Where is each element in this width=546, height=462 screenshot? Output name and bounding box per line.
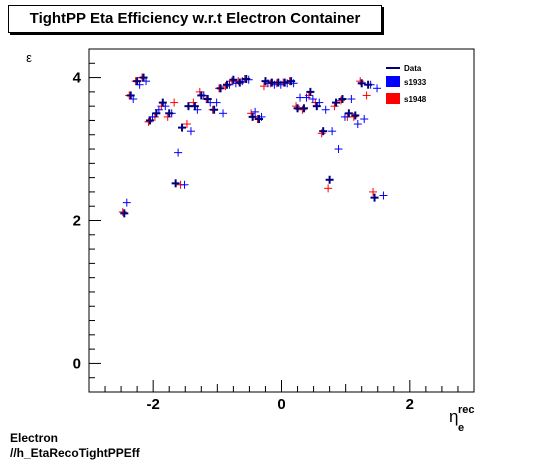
x-axis-label: η — [449, 407, 458, 426]
marker-s1933 — [353, 120, 362, 129]
marker-Data — [158, 98, 167, 107]
marker-s1948 — [221, 82, 230, 91]
x-axis-label-superscript: rec — [458, 404, 475, 416]
marker-Data — [242, 75, 251, 84]
marker-Data — [357, 79, 366, 88]
marker-s1933 — [219, 109, 228, 118]
marker-Data — [216, 84, 225, 93]
legend-label-s1948: s1948 — [404, 95, 427, 104]
footer-line-2: //h_EtaRecoTightPPEff — [10, 446, 140, 460]
marker-Data — [332, 98, 341, 107]
marker-Data — [312, 102, 321, 111]
marker-Data — [197, 91, 206, 100]
marker-s1948 — [298, 105, 307, 114]
marker-s1948 — [170, 98, 179, 107]
marker-Data — [229, 75, 238, 84]
marker-Data — [248, 112, 257, 121]
marker-Data — [145, 116, 154, 125]
x-tick-label: -2 — [146, 396, 159, 413]
marker-Data — [152, 109, 161, 118]
marker-s1933 — [251, 107, 260, 116]
marker-s1933 — [360, 115, 369, 124]
marker-s1948 — [369, 187, 378, 196]
marker-Data — [306, 87, 315, 96]
marker-Data — [126, 91, 135, 100]
marker-Data — [299, 104, 308, 113]
x-axis-label-subscript: e — [458, 422, 464, 434]
marker-s1948 — [144, 117, 153, 126]
y-tick-label: 4 — [73, 70, 82, 87]
marker-s1933 — [373, 84, 382, 93]
marker-s1948 — [118, 207, 127, 216]
footer-line-1: Electron — [10, 431, 59, 445]
marker-Data — [338, 95, 347, 104]
marker-Data — [319, 127, 328, 136]
marker-Data — [190, 102, 199, 111]
marker-Data — [280, 78, 289, 87]
legend-label-Data: Data — [404, 64, 422, 73]
x-tick-label: 2 — [406, 396, 414, 413]
marker-s1948 — [324, 184, 333, 193]
marker-s1948 — [182, 120, 191, 129]
chart-title: TightPP Eta Efficiency w.r.t Electron Co… — [29, 10, 361, 27]
y-axis-label: ε — [26, 50, 32, 65]
marker-Data — [210, 105, 219, 114]
marker-s1933 — [174, 148, 183, 157]
x-tick-label: 0 — [277, 396, 285, 413]
marker-Data — [364, 80, 373, 89]
marker-s1933 — [328, 127, 337, 136]
marker-s1933 — [308, 95, 317, 104]
title-box: TightPP Eta Efficiency w.r.t Electron Co… — [8, 5, 382, 33]
legend-label-s1933: s1933 — [404, 78, 427, 87]
marker-s1948 — [362, 91, 371, 100]
axes: -2 0 2 0 2 4 ε η rec e — [26, 48, 475, 434]
marker-s1933 — [347, 95, 356, 104]
marker-Data — [344, 109, 353, 118]
marker-s1933 — [122, 198, 131, 207]
marker-Data — [178, 123, 187, 132]
legend: Data s1933 s1948 — [386, 64, 427, 104]
marker-s1933 — [180, 180, 189, 189]
marker-Data — [235, 78, 244, 87]
marker-Data — [261, 77, 270, 86]
marker-Data — [287, 77, 296, 86]
y-tick-label: 0 — [73, 355, 81, 372]
marker-s1948 — [336, 96, 345, 105]
marker-Data — [325, 175, 334, 184]
legend-box-s1948 — [386, 93, 400, 104]
marker-s1948 — [349, 112, 358, 121]
marker-Data — [139, 73, 148, 82]
marker-Data — [165, 109, 174, 118]
marker-Data — [370, 193, 379, 202]
marker-Data — [351, 111, 360, 120]
marker-s1933 — [212, 98, 221, 107]
marker-Data — [133, 77, 142, 86]
y-tick-label: 2 — [73, 213, 81, 230]
data-markers — [118, 73, 388, 218]
marker-s1933 — [321, 105, 330, 114]
marker-s1933 — [379, 191, 388, 200]
marker-s1933 — [302, 93, 311, 102]
marker-Data — [171, 179, 180, 188]
marker-Data — [255, 115, 264, 124]
legend-box-s1933 — [386, 76, 400, 87]
marker-Data — [120, 209, 129, 218]
marker-s1933 — [334, 145, 343, 154]
marker-Data — [222, 80, 231, 89]
marker-s1933 — [186, 127, 195, 136]
marker-Data — [203, 95, 212, 104]
